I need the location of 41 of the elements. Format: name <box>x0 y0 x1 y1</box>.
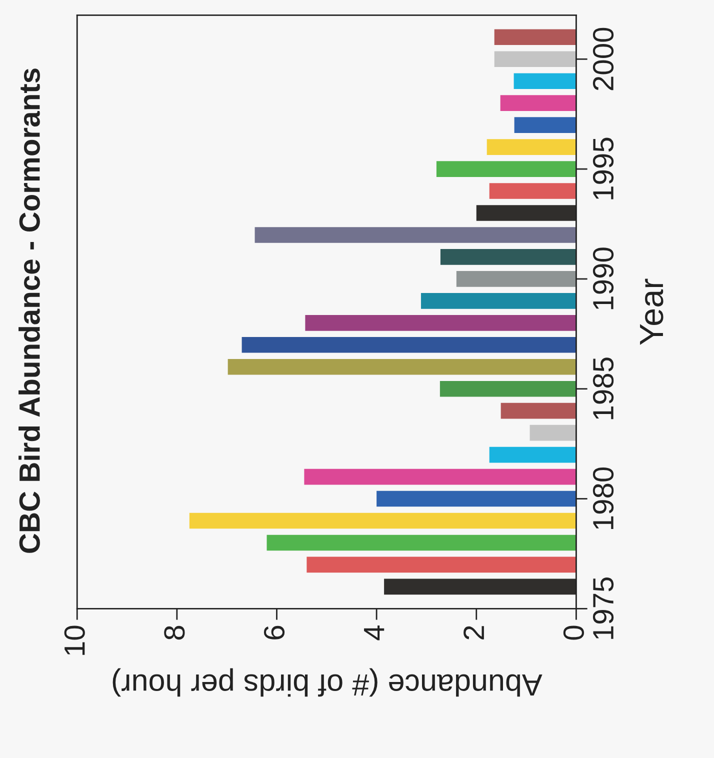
y-tick-label: 1995 <box>592 138 614 200</box>
bar <box>530 424 576 441</box>
bar <box>494 51 576 68</box>
bar <box>500 402 576 419</box>
x-tick-label: 6 <box>264 626 285 640</box>
bar <box>440 249 576 265</box>
bar <box>254 227 576 243</box>
bar <box>514 117 576 133</box>
bar <box>376 490 576 507</box>
bar <box>420 293 576 309</box>
bar <box>306 556 576 573</box>
bar <box>486 139 576 155</box>
bar <box>514 73 576 90</box>
y-tick-label: 1985 <box>592 358 614 420</box>
bar <box>456 271 576 287</box>
bar <box>494 29 576 46</box>
x-tick-label: 4 <box>364 626 384 640</box>
y-tick-label: 2000 <box>592 28 614 90</box>
x-tick-label: 8 <box>164 626 185 640</box>
bar <box>189 512 576 529</box>
bar <box>228 358 576 375</box>
bar <box>440 380 576 397</box>
bar <box>266 534 576 551</box>
y-tick-label: 1975 <box>592 577 614 639</box>
bar <box>476 205 576 221</box>
x-tick-label: 0 <box>563 626 584 640</box>
bar <box>436 161 576 177</box>
bar <box>305 314 576 331</box>
bar <box>489 183 576 199</box>
bar <box>489 446 576 463</box>
x-tick-label: 10 <box>64 626 85 655</box>
y-tick-label: 1990 <box>592 248 614 310</box>
bar <box>384 578 576 595</box>
bar <box>304 468 576 485</box>
x-tick-label: 2 <box>464 626 484 640</box>
text: CBC Bird Abundance - Cormorants <box>18 68 40 553</box>
y-tick-label: 1980 <box>592 467 614 529</box>
x-axis-title: Abundance (# of birds per hour) <box>112 668 542 697</box>
bar <box>500 95 576 111</box>
y-axis-title: Year <box>640 278 664 345</box>
bar <box>242 336 576 353</box>
